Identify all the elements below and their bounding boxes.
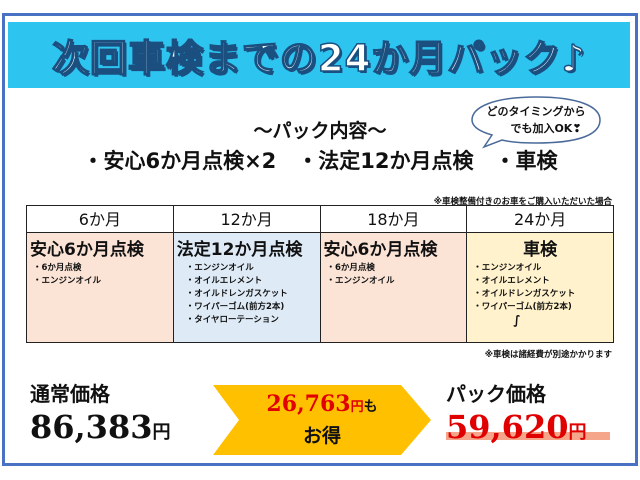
contents-heading: ～パック内容～ [253, 120, 387, 142]
savings-unit: 円 [350, 400, 364, 415]
plan-item: ・エンジンオイル [473, 263, 542, 273]
pack-price-label: パック価格 [446, 382, 546, 406]
page-title: 次回車検までの24か月パック♪ [51, 36, 587, 81]
bubble-line-2: でも加入OK❣ [510, 122, 582, 135]
plan-item: ・タイヤローテーション [185, 315, 279, 325]
plan-cell: 安心6か月点検・6か月点検・エンジンオイル [26, 232, 174, 343]
plan-item: ・6か月点検 [33, 263, 82, 273]
note-top: ※車検整備付きのお車をご購入いただいた場合 [433, 197, 612, 207]
pack-price-underline [446, 432, 610, 440]
period-header: 18か月 [319, 205, 468, 233]
plan-item: ・6か月点検 [326, 263, 375, 273]
period-header: 12か月 [172, 205, 321, 233]
plan-cell: 法定12か月点検・エンジンオイル ・オイルエレメント・オイルドレンガスケット ・ワイ… [172, 232, 321, 343]
plan-item: ・エンジンオイル [33, 276, 102, 286]
period-header: 24か月 [466, 205, 614, 233]
note-bottom: ※車検は諸経費が別途かかります [484, 350, 612, 360]
savings-suffix: も [363, 399, 378, 415]
plan-cell: 車検・エンジンオイル ・オイルエレメント・オイルドレンガスケット ・ワイパーゴム(前… [466, 232, 614, 343]
savings-amount: 26,763 [266, 391, 351, 417]
schedule-table: 6か月 12か月 18か月 24か月 安心6か月点検 ・6か月点検 ・エンジンオイル… [26, 205, 614, 343]
regular-price: 86,383円 [30, 408, 170, 446]
pack-price-unit: 円 [568, 422, 587, 443]
plan-item: ・オイルエレメント [185, 276, 263, 286]
speech-bubble-shape [471, 96, 601, 149]
regular-price-unit: 円 [152, 422, 171, 443]
speech-bubble: どのタイミングからでも加入OK❣ [470, 95, 602, 149]
pack-price: 59,620円 [446, 408, 586, 446]
outer-frame [2, 13, 638, 466]
plan-title: 安心6か月点検 [30, 240, 144, 260]
title-banner: 次回車検までの24か月パック♪ [8, 22, 630, 88]
plan-item: ・ワイパーゴム(前方2本) [185, 302, 285, 312]
plan-item: ・エンジンオイル [185, 263, 254, 273]
plan-title: 車検 [523, 240, 558, 260]
plan-title: 法定12か月点検 [176, 240, 303, 260]
pack-price-amount: 59,620 [446, 408, 569, 446]
plan-cell: 安心6か月点検・6か月点検・エンジンオイル [319, 232, 468, 343]
savings-arrow: 26,763円も お得 [213, 385, 431, 455]
plan-item: ∫ [513, 313, 521, 327]
bubble-line-1: どのタイミングから [486, 105, 586, 118]
plan-item: ・オイルエレメント [473, 276, 550, 286]
plan-item: ・ワイパーゴム(前方2本) [473, 302, 572, 312]
arrow-shape [213, 385, 431, 455]
period-header: 6か月 [26, 205, 174, 233]
savings-line2: お得 [302, 425, 341, 447]
plan-item: ・エンジンオイル [326, 276, 395, 286]
contents-items: ・安心6か月点検×2 ・法定12か月点検 ・車検 [82, 149, 558, 173]
plan-title: 安心6か月点検 [323, 240, 438, 260]
plan-item: ・オイルドレンガスケット [185, 289, 288, 299]
plan-item: ・オイルドレンガスケット [473, 289, 576, 299]
regular-price-label: 通常価格 [30, 382, 110, 406]
regular-price-amount: 86,383 [30, 408, 153, 446]
